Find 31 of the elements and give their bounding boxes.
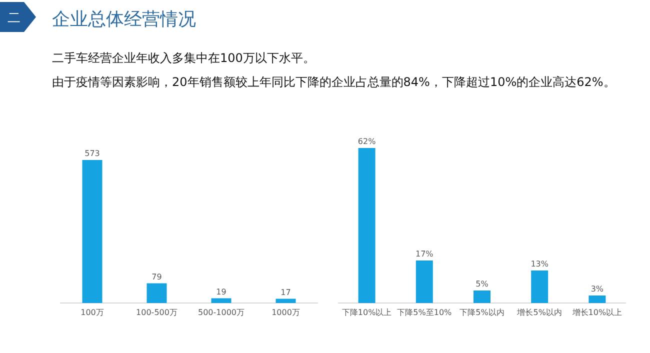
bar <box>358 148 376 303</box>
data-label: 3% <box>590 284 604 294</box>
bar <box>211 298 232 303</box>
bar <box>531 270 548 303</box>
data-label: 17% <box>416 250 434 258</box>
x-tick-label: 500-1000万 <box>198 308 245 317</box>
x-tick-label: 1000万 <box>272 308 300 317</box>
x-tick-label: 100-500万 <box>136 308 178 317</box>
bar <box>276 298 296 303</box>
text: 由于疫情等因素影响，20年销售额较上年同比下降的企业占总量的84%，下降超过10%的企业高达62%。 <box>52 75 616 89</box>
bar <box>146 283 167 303</box>
data-label: 5% <box>476 280 489 288</box>
data-label: 13% <box>530 260 549 268</box>
bar <box>416 260 433 303</box>
bar <box>588 296 606 303</box>
x-tick-label: 100万 <box>80 308 104 317</box>
x-tick-label: 下降5%至10% <box>397 308 452 317</box>
bar <box>82 160 102 303</box>
x-tick-label: 下降10%以上 <box>342 308 392 317</box>
data-label: 79 <box>152 272 162 282</box>
data-label: 19 <box>216 287 226 296</box>
text: 二手车经营企业年收入多集中在100万以下水平。 <box>52 51 315 65</box>
data-label: 62% <box>358 137 376 146</box>
data-label: 17 <box>280 288 291 297</box>
text: 二 <box>8 11 20 26</box>
x-tick-label: 增长5%以内 <box>516 308 562 317</box>
chart-title: 企业总体经营情况 <box>52 9 196 30</box>
bar <box>474 290 490 303</box>
x-tick-label: 增长10%以上 <box>571 308 622 317</box>
x-tick-label: 下降5%以内 <box>460 308 504 317</box>
data-label: 573 <box>84 149 100 158</box>
